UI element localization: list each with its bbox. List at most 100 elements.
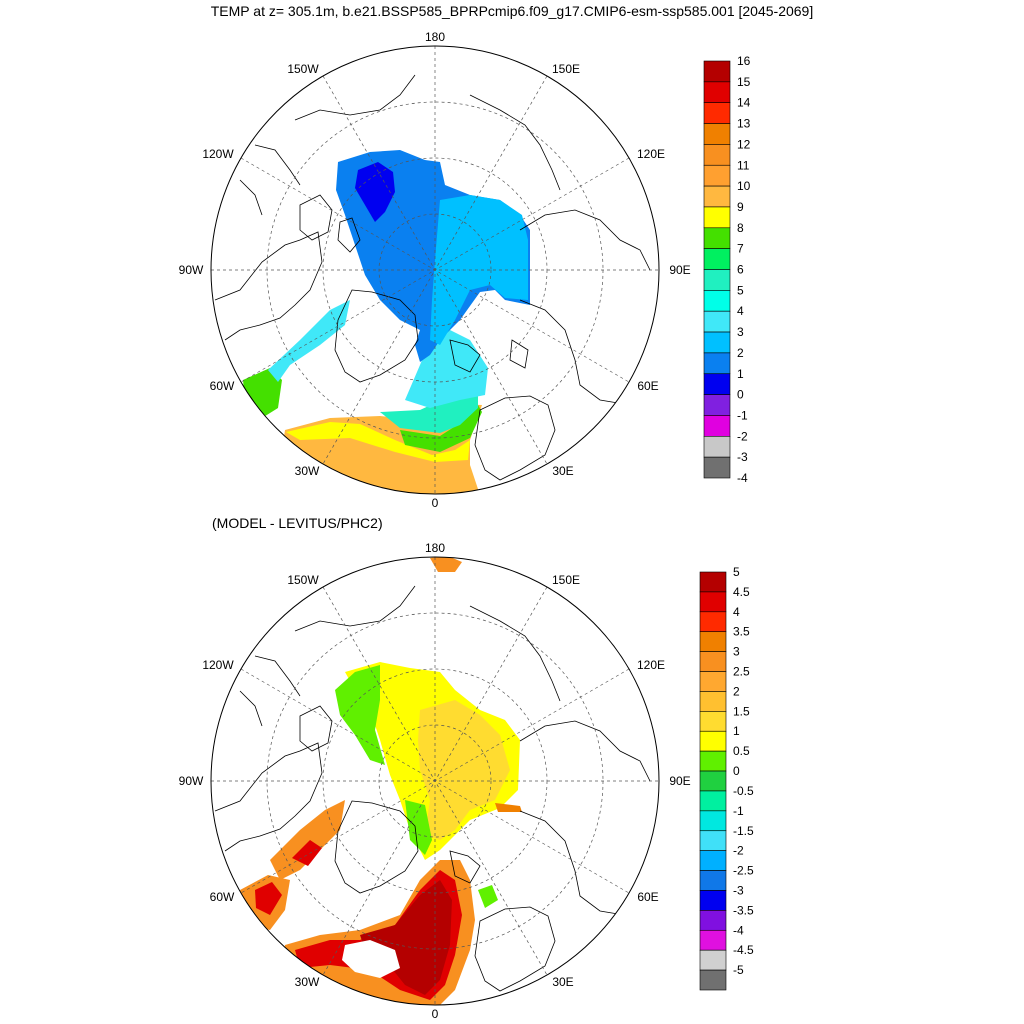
diff-ice-hole: [342, 940, 400, 978]
colorbar-swatch: [703, 435, 731, 458]
lon-label-90e: 90E: [669, 263, 690, 277]
colorbar-swatch: [703, 164, 731, 187]
lon-label-60w: 60W: [210, 890, 235, 904]
colorbar-label: 3.5: [733, 625, 750, 639]
lon-label-120e: 120E: [637, 147, 665, 161]
colorbar-label: -4.5: [733, 943, 754, 957]
diff-north-atlantic-core: [360, 880, 452, 995]
lon-label-180: 180: [425, 30, 445, 44]
colorbar-label: 7: [737, 242, 744, 256]
lon-label-90w: 90W: [179, 774, 204, 788]
diff-kara-orange: [495, 803, 522, 812]
colorbar-label: -3.5: [733, 903, 754, 917]
lon-label-150w: 150W: [287, 62, 319, 76]
lon-label-30e: 30E: [552, 975, 573, 989]
colorbar-label: 10: [737, 179, 751, 193]
colorbar-label: 5: [737, 283, 744, 297]
lon-label-60e: 60E: [637, 890, 658, 904]
lon-label-120e: 120E: [637, 658, 665, 672]
colorbar-label: 0: [737, 388, 744, 402]
colorbar-swatch: [699, 730, 727, 752]
model-lon-labels: 180 150W 150E 120W 120E 90W 90E 60W 60E …: [179, 30, 691, 510]
colorbar-label: 1.5: [733, 704, 750, 718]
colorbar-swatch: [703, 102, 731, 124]
lon-label-30e: 30E: [552, 464, 573, 478]
colorbar-label: 15: [737, 75, 751, 89]
lon-label-90w: 90W: [179, 263, 204, 277]
colorbar-label: 5: [733, 565, 740, 579]
colorbar-label: -3: [737, 450, 748, 464]
colorbar-label: 1: [737, 367, 744, 381]
model-nordic-cyan: [380, 396, 478, 433]
lon-label-60e: 60E: [637, 379, 658, 393]
colorbar-swatch: [703, 60, 731, 83]
colorbar-swatch: [703, 373, 731, 395]
colorbar-swatch: [699, 830, 727, 851]
colorbar-label: 13: [737, 117, 751, 131]
lon-label-150e: 150E: [552, 62, 580, 76]
colorbar-label: 2.5: [733, 665, 750, 679]
colorbar-swatch: [703, 81, 731, 103]
colorbar-swatch: [699, 591, 727, 613]
colorbar-swatch: [699, 611, 727, 633]
diff-baffin-orange: [270, 800, 345, 880]
difference-lon-labels: 180 150W 150E 120W 120E 90W 90E 60W 60E …: [179, 541, 691, 1021]
model-baffin-cyan: [268, 300, 350, 382]
colorbar-label: 12: [737, 137, 751, 151]
lon-label-0: 0: [432, 1007, 439, 1021]
difference-map: 180 150W 150E 120W 120E 90W 90E 60W 60E …: [179, 541, 691, 1021]
colorbar-label: 0: [733, 764, 740, 778]
colorbar-label: -3: [733, 883, 744, 897]
model-map-border: [210, 45, 660, 495]
model-cold-core: [355, 162, 395, 222]
colorbar-swatch: [703, 456, 731, 479]
colorbar-swatch: [699, 850, 727, 871]
colorbar-swatch: [699, 810, 727, 832]
colorbar-label: 4: [737, 304, 744, 318]
colorbar-label: -2: [737, 429, 748, 443]
colorbar-label: -4: [737, 471, 748, 485]
difference-subtitle: (MODEL - LEVITUS/PHC2): [212, 515, 383, 531]
lon-label-120w: 120W: [202, 658, 234, 672]
colorbar-label: 0.5: [733, 744, 750, 758]
colorbar-swatch: [699, 949, 727, 971]
colorbar-label: 16: [737, 54, 751, 68]
diff-bering-orange: [430, 557, 462, 572]
colorbar-label: 4.5: [733, 585, 750, 599]
colorbar-swatch: [703, 331, 731, 354]
colorbar-swatch: [703, 206, 731, 229]
diff-canada-green: [335, 665, 385, 765]
model-green-band: [400, 405, 482, 452]
diff-labrador-red: [255, 882, 282, 915]
colorbar-swatch: [699, 910, 727, 931]
difference-map-fields: [211, 557, 659, 1005]
model-eurasian-basin-light: [430, 195, 528, 345]
model-fram-cyan: [405, 330, 488, 408]
colorbar-swatch: [699, 750, 727, 772]
colorbar-swatch: [699, 969, 727, 991]
lon-label-150e: 150E: [552, 573, 580, 587]
colorbar-label: -1: [733, 804, 744, 818]
colorbar-label: -4: [733, 923, 744, 937]
colorbar-label: 11: [737, 158, 750, 172]
lon-label-180: 180: [425, 541, 445, 555]
colorbar-label: 4: [733, 605, 740, 619]
difference-graticule: [211, 557, 659, 1005]
colorbar-label: -1.5: [733, 824, 754, 838]
colorbar-swatch: [699, 890, 727, 911]
difference-map-border: [210, 556, 660, 1006]
colorbar-swatch: [703, 248, 731, 270]
figure-title: TEMP at z= 305.1m, b.e21.BSSP585_BPRPcmi…: [210, 3, 814, 19]
colorbar-swatch: [703, 185, 731, 208]
colorbar-label: 3: [733, 645, 740, 659]
colorbar-label: -5: [733, 963, 744, 977]
colorbar-label: -2.5: [733, 864, 754, 878]
colorbar-label: 2: [733, 684, 740, 698]
colorbar-label: -1: [737, 408, 748, 422]
lon-label-120w: 120W: [202, 147, 234, 161]
colorbar-label: 6: [737, 263, 744, 277]
diff-eurasian-orange: [418, 700, 510, 840]
colorbar-label: 14: [737, 96, 751, 110]
